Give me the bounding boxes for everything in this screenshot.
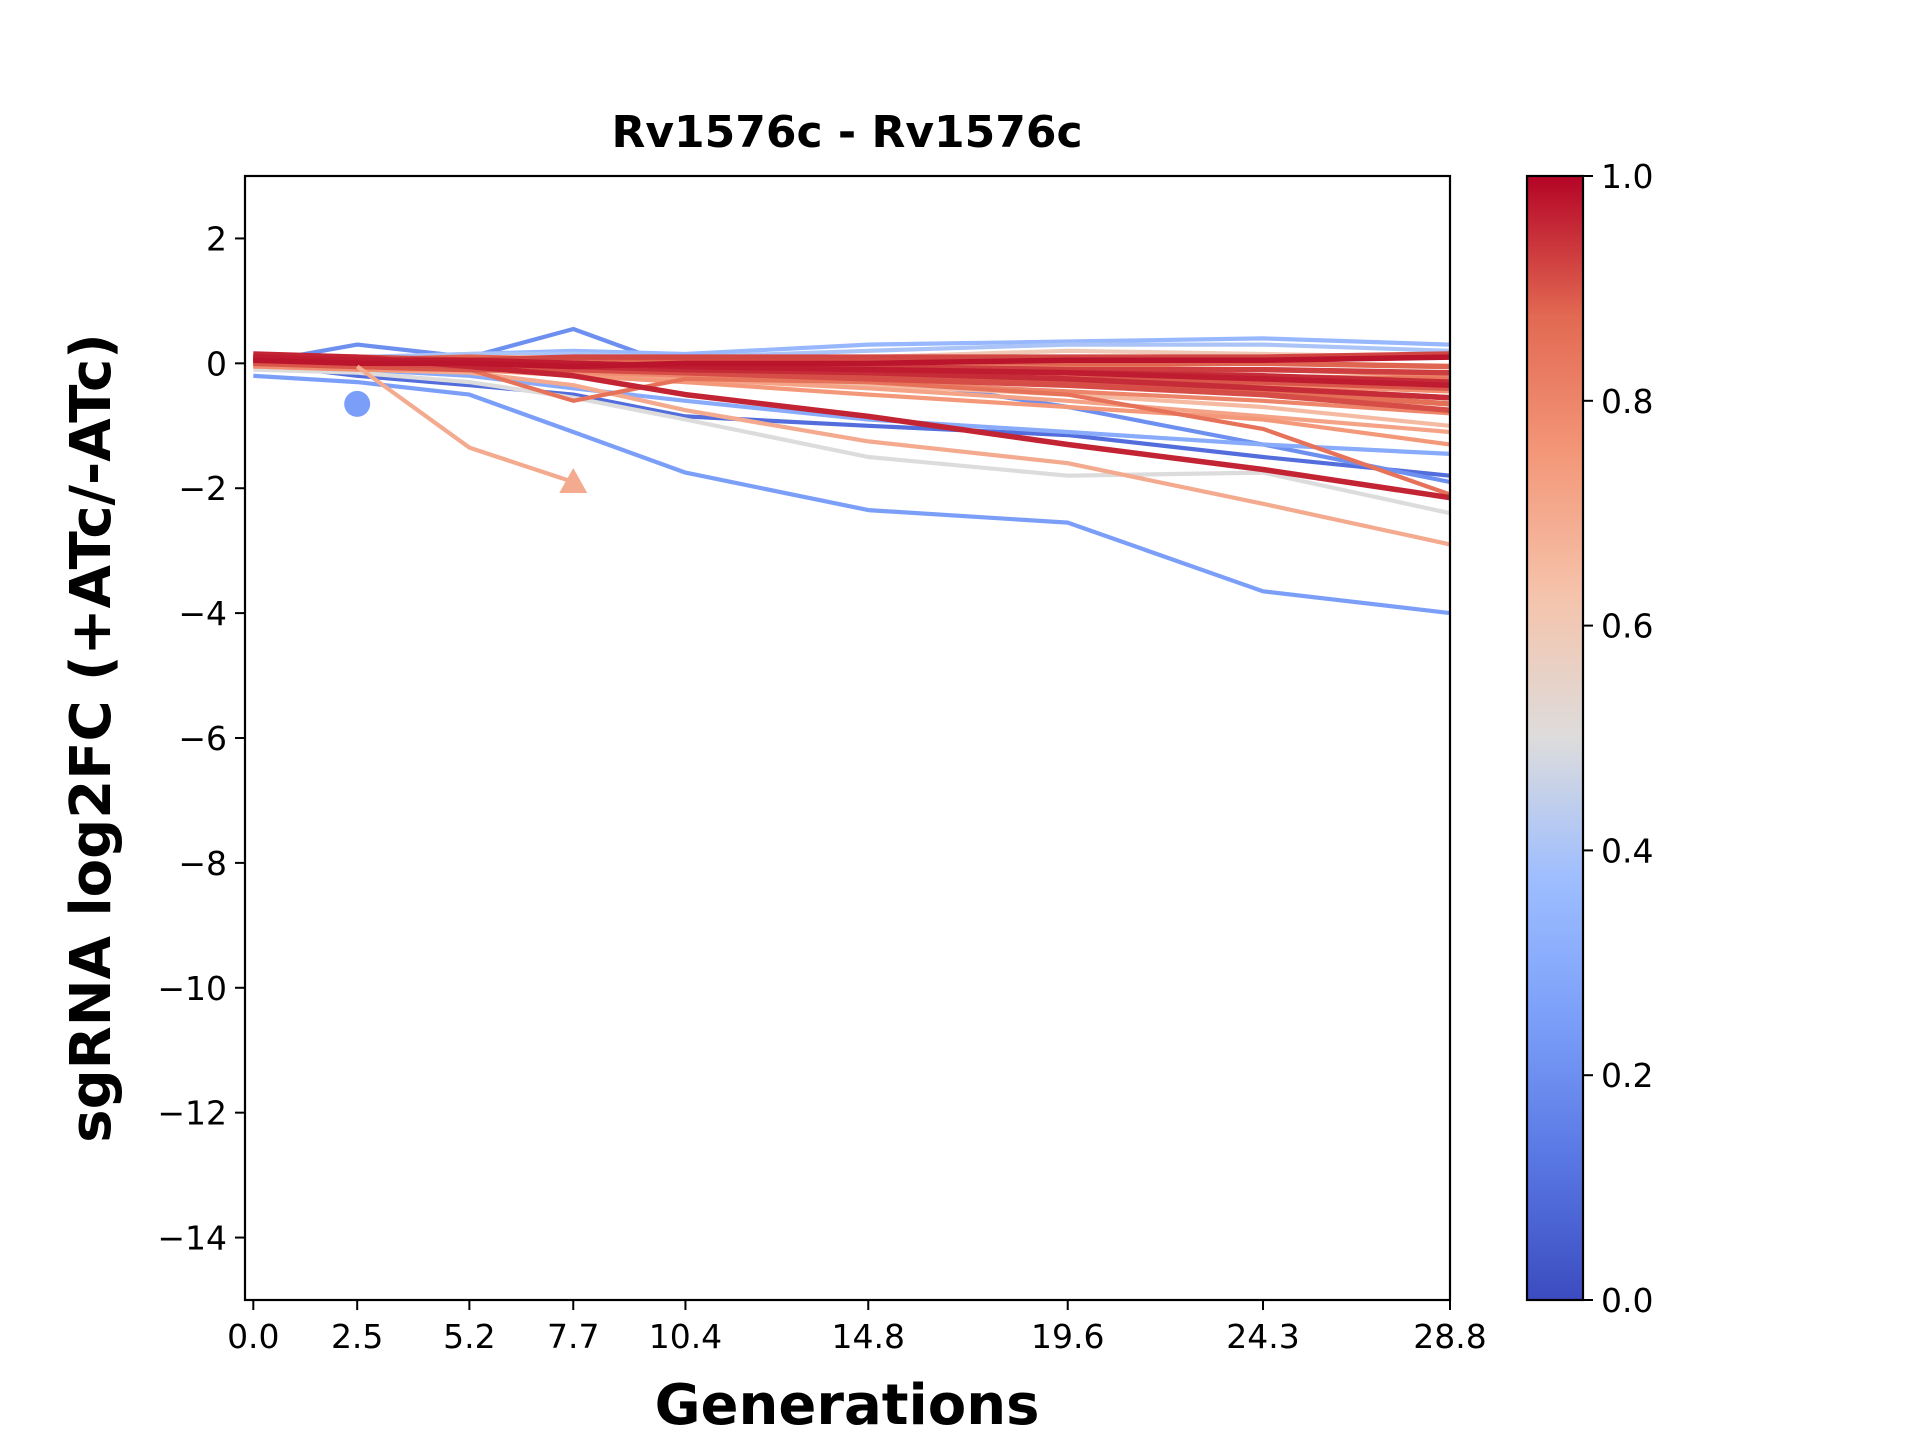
y-tick-label: −14 [157, 1219, 227, 1258]
y-tick-label: −6 [178, 719, 227, 758]
y-tick-label: −2 [178, 469, 227, 508]
colorbar-tick-label: 1.0 [1601, 157, 1653, 196]
x-axis: 0.0 2.5 5.2 7.7 10.4 14.8 19.6 24.3 28.8 [227, 1300, 1487, 1356]
series-line [253, 373, 1450, 616]
series-line [253, 354, 1450, 388]
series-line [253, 361, 1450, 478]
x-tick-label: 7.7 [547, 1317, 599, 1356]
x-tick-label: 28.8 [1413, 1317, 1486, 1356]
x-tick-label: 0.0 [227, 1317, 279, 1356]
marker-circle [344, 390, 371, 417]
colorbar-tick-label: 0.2 [1601, 1056, 1653, 1095]
x-tick-label: 2.5 [331, 1317, 383, 1356]
x-tick-label: 14.8 [832, 1317, 905, 1356]
series-lines [252, 326, 1450, 616]
series-line [253, 367, 1450, 516]
colorbar [1525, 174, 1585, 1302]
x-tick-label: 19.6 [1031, 1317, 1104, 1356]
y-tick-label: −4 [178, 594, 227, 633]
y-tick-label: −12 [157, 1094, 227, 1133]
x-axis-label: Generations [655, 1373, 1040, 1438]
x-tick-label: 24.3 [1226, 1317, 1299, 1356]
y-tick-label: 2 [206, 219, 227, 258]
y-tick-label: 0 [206, 344, 227, 383]
y-axis: 2 0 −2 −4 −6 −8 −10 −12 −14 [157, 219, 245, 1258]
colorbar-tick-label: 0.6 [1601, 607, 1653, 646]
colorbar-axis: 0.0 0.2 0.4 0.6 0.8 1.0 [1583, 157, 1653, 1320]
truncated-series-line [355, 364, 574, 484]
x-tick-label: 10.4 [649, 1317, 722, 1356]
y-tick-label: −8 [178, 844, 227, 883]
series-markers [344, 364, 588, 493]
series-line [253, 354, 1450, 370]
x-tick-label: 5.2 [443, 1317, 495, 1356]
colorbar-tick-label: 0.0 [1601, 1281, 1653, 1320]
y-axis-label: sgRNA log2FC (+ATc/-ATc) [59, 333, 124, 1143]
colorbar-tick-label: 0.8 [1601, 382, 1653, 421]
y-tick-label: −10 [157, 969, 227, 1008]
chart-title: Rv1576c - Rv1576c [611, 107, 1082, 158]
colorbar-tick-label: 0.4 [1601, 831, 1653, 870]
